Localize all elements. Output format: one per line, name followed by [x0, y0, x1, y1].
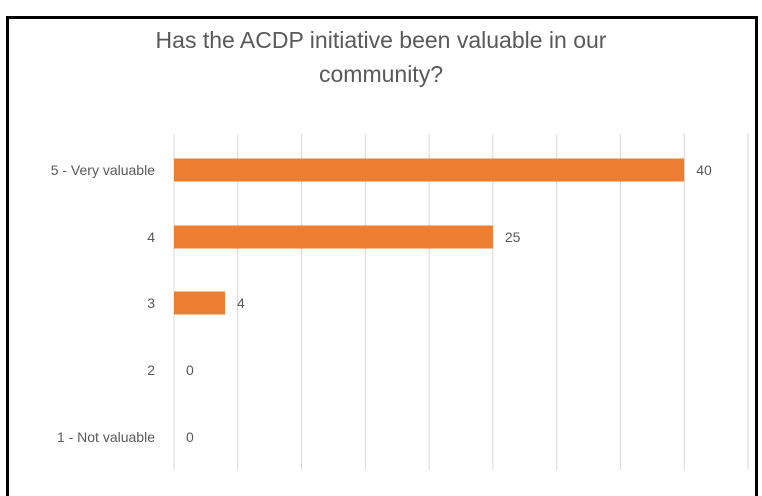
category-label: 5 - Very valuable	[51, 162, 155, 178]
category-label: 4	[147, 229, 155, 245]
chart-title-line-1: Has the ACDP initiative been valuable in…	[155, 27, 607, 53]
value-label: 40	[696, 162, 712, 178]
value-label: 25	[505, 229, 521, 245]
bars	[174, 158, 685, 315]
gridlines	[173, 134, 749, 470]
chart-title-line-2: community?	[319, 61, 443, 87]
category-label: 1 - Not valuable	[57, 429, 155, 445]
value-label: 4	[237, 295, 245, 311]
bar	[174, 291, 226, 315]
labels: 5 - Very valuable 40 4 25 3 4 2 0 1 - Not valuab…	[51, 162, 712, 445]
category-label: 2	[147, 362, 155, 378]
chart-title: Has the ACDP initiative been valuable in…	[0, 23, 762, 91]
category-label: 3	[147, 295, 155, 311]
chart-frame	[6, 16, 758, 496]
value-label: 0	[186, 362, 194, 378]
bar	[174, 158, 685, 182]
value-label: 0	[186, 429, 194, 445]
bar	[174, 225, 493, 249]
